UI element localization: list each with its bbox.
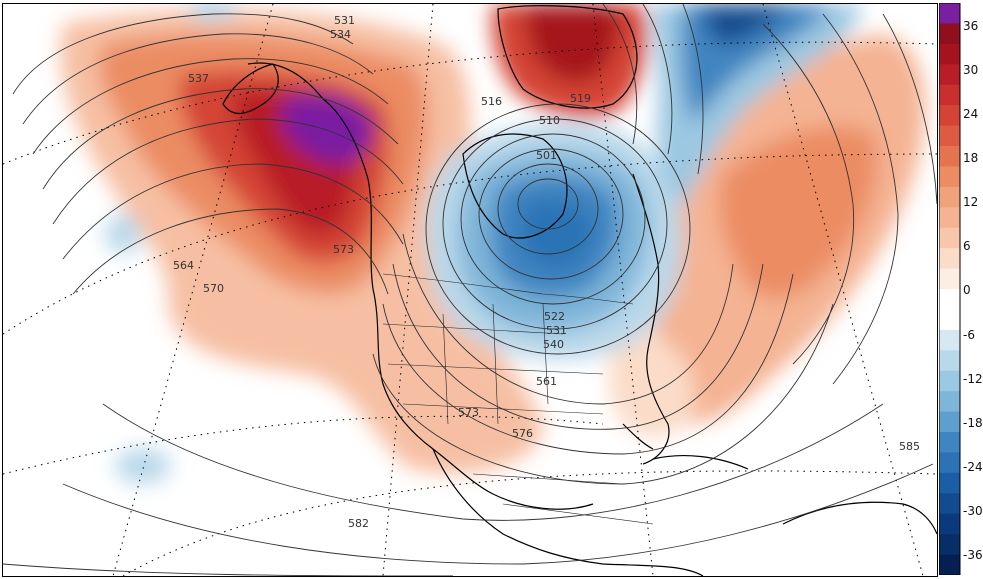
contour-label: 561 [536,375,557,388]
contour-labels: 531 534 537 564 570 573 516 519 510 501 … [173,14,920,530]
colorbar-step [939,3,960,24]
colorbar-tick: 36 [963,19,978,33]
contour-label: 573 [458,406,479,419]
colorbar-step [939,554,960,576]
contour-label: 573 [333,243,354,256]
colorbar-step [939,513,960,535]
contour-label: 534 [330,28,351,41]
colorbar-tick: 18 [963,151,978,165]
contour-label: 582 [348,517,369,530]
colorbar-tick: -18 [963,416,983,430]
colorbar-step [939,146,960,167]
contour-label: 531 [546,324,567,337]
colorbar-tick: -36 [963,548,983,562]
anomaly-shading [60,4,926,484]
colorbar-step [939,452,960,474]
contour-label: 540 [543,338,564,351]
colorbar-step [939,43,960,65]
colorbar-tick: 0 [963,283,971,297]
colorbar-tick: 30 [963,63,978,77]
colorbar-step [939,411,960,433]
colorbar-step [939,248,960,270]
colorbar-step [939,534,960,556]
colorbar-step [939,23,960,45]
colorbar-step [939,227,960,249]
contour-label: 537 [188,72,209,85]
colorbar-step [939,105,960,127]
colorbar-step [939,186,960,208]
colorbar-step [939,207,960,229]
colorbar-tick: 12 [963,195,978,209]
contour-label: 531 [334,14,355,27]
contour-label: 522 [544,310,565,323]
colorbar-step [939,350,960,372]
colorbar-ticks: 36 30 24 18 12 6 0 -6 -12 -18 -24 -30 -3… [963,19,983,562]
colorbar-step [939,391,960,413]
colorbar-step [939,268,960,290]
colorbar-tick: -12 [963,372,983,386]
colorbar-step [939,329,960,351]
contour-label: 564 [173,259,194,272]
colorbar-step [939,493,960,515]
map-panel: 531 534 537 564 570 573 516 519 510 501 … [2,3,938,577]
contour-label: 576 [512,427,533,440]
colorbar-step [939,166,960,188]
colorbar-tick: -6 [963,328,975,342]
contour-label: 585 [899,440,920,453]
colorbar: 36 30 24 18 12 6 0 -6 -12 -18 -24 -30 -3… [938,2,983,576]
colorbar-tick: 24 [963,107,978,121]
colorbar-step [939,309,960,331]
contour-label: 570 [203,282,224,295]
map-svg: 531 534 537 564 570 573 516 519 510 501 … [3,4,937,576]
colorbar-step [939,289,960,310]
colorbar-step [939,432,960,453]
graticule [3,4,937,576]
colorbar-step [939,472,960,494]
colorbar-step [939,370,960,392]
height-contours [3,4,937,576]
colorbar-tick: -30 [963,504,983,518]
colorbar-step [939,125,960,147]
contour-label: 510 [539,114,560,127]
colorbar-tick: -24 [963,460,983,474]
colorbar-step [939,84,960,106]
contour-label: 516 [481,95,502,108]
contour-label: 519 [570,92,591,105]
colorbar-steps [939,3,960,576]
colorbar-svg: 36 30 24 18 12 6 0 -6 -12 -18 -24 -30 -3… [938,2,983,576]
colorbar-tick: 6 [963,239,971,253]
colorbar-step [939,64,960,86]
contour-label: 501 [536,149,557,162]
